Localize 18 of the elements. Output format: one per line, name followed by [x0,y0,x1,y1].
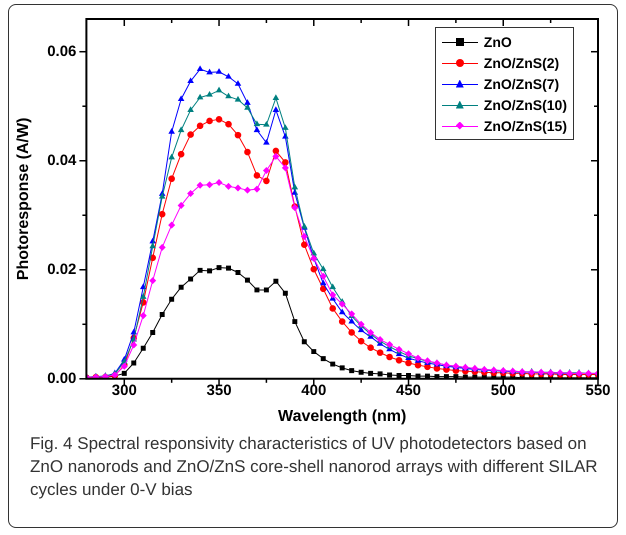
legend-label: ZnO [484,34,512,50]
caption: Fig. 4 Spectral responsivity characteristics of UV photodetectors based on ZnO nanorods and ZnO/ZnS core-shell nanorod arrays with different SILAR cycles under 0-V bias [30,433,599,501]
x-tick-label: 450 [396,382,422,399]
x-tick-label: 400 [301,382,326,399]
x-tick-label: 500 [490,382,516,399]
x-tick-label: 300 [112,382,137,399]
legend-label: ZnO/ZnS(2) [484,54,560,70]
y-tick-label: 0.06 [47,42,76,60]
y-tick-label: 0.04 [47,152,78,169]
x-axis-title: Wavelength (nm) [278,408,406,425]
y-tick-label: 0.00 [47,370,76,387]
legend-label: ZnO/ZnS(15) [484,118,567,134]
y-axis-title: Photoresponse (A/W) [15,118,32,280]
legend-label: ZnO/ZnS(7) [484,76,560,92]
y-tick-label: 0.02 [47,260,76,278]
legend-label: ZnO/ZnS(10) [484,96,567,112]
x-tick-label: 350 [206,382,232,399]
x-tick-label: 550 [585,382,611,399]
